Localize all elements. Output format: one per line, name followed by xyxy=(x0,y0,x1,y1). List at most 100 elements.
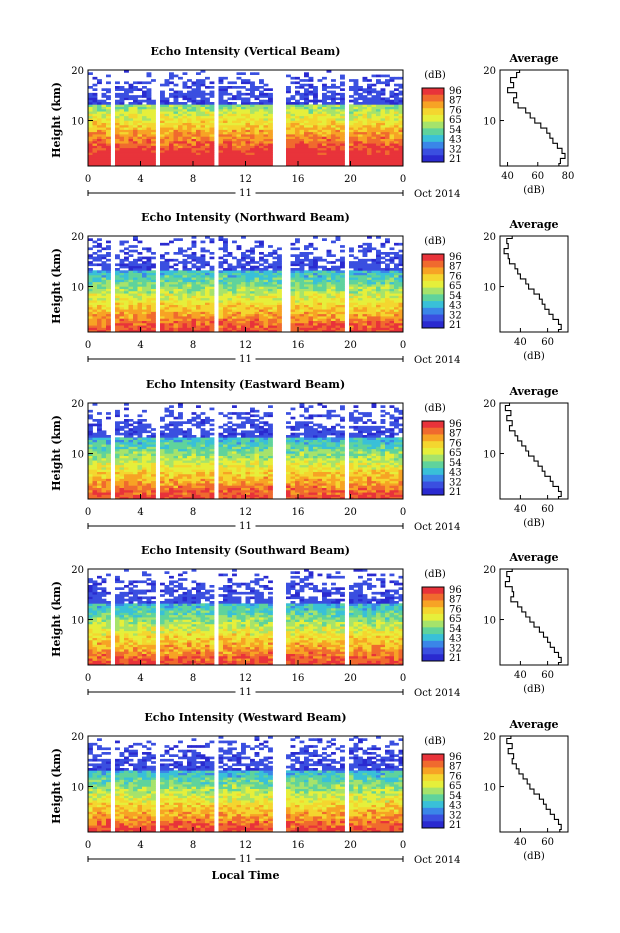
colorbar-swatch xyxy=(422,288,444,295)
heatmap-cell xyxy=(219,141,224,144)
heatmap-cell xyxy=(147,474,152,477)
heatmap-cell xyxy=(210,291,215,294)
heatmap-cell xyxy=(318,157,323,160)
heatmap-cell xyxy=(309,279,314,282)
heatmap-cell xyxy=(354,86,359,89)
heatmap-cell xyxy=(349,286,354,289)
heatmap-cell xyxy=(331,150,336,153)
heatmap-cell xyxy=(205,318,210,321)
heatmap-cell xyxy=(250,72,255,75)
heatmap-cell xyxy=(120,152,125,155)
heatmap-cell xyxy=(138,136,143,139)
heatmap-cell xyxy=(340,307,345,310)
heatmap-cell xyxy=(255,245,260,248)
heatmap-cell xyxy=(187,286,192,289)
heatmap-cell xyxy=(88,318,93,321)
heatmap-cell xyxy=(232,241,237,244)
heatmap-cell xyxy=(97,118,102,121)
heatmap-cell xyxy=(363,252,368,255)
heatmap-cell xyxy=(363,284,368,287)
heatmap-cell xyxy=(192,270,197,273)
heatmap-cell xyxy=(381,81,386,84)
heatmap-cell xyxy=(93,134,98,137)
heatmap-cell xyxy=(363,77,368,80)
heatmap-cell xyxy=(205,279,210,282)
heatmap-cell xyxy=(385,291,390,294)
heatmap-cell xyxy=(174,136,179,139)
heatmap-cell xyxy=(309,259,314,262)
heatmap-cell xyxy=(300,152,305,155)
heatmap-cell xyxy=(97,152,102,155)
heatmap-cell xyxy=(291,152,296,155)
heatmap-cell xyxy=(169,437,174,440)
heatmap-cell xyxy=(187,120,192,123)
heatmap-cell xyxy=(336,295,341,298)
heatmap-cell xyxy=(331,295,336,298)
heatmap-cell xyxy=(106,291,111,294)
heatmap-cell xyxy=(259,145,264,148)
heatmap-cell xyxy=(363,254,368,257)
heatmap-cell xyxy=(246,261,251,264)
heatmap-cell xyxy=(394,279,399,282)
heatmap-cell xyxy=(291,243,296,246)
heatmap-cell xyxy=(138,451,143,454)
heatmap-cell xyxy=(322,102,327,105)
heatmap-cell xyxy=(241,263,246,266)
heatmap-cell xyxy=(124,88,129,91)
heatmap-cell xyxy=(106,446,111,449)
heatmap-cell xyxy=(354,152,359,155)
heatmap-cell xyxy=(147,263,152,266)
heatmap-cell xyxy=(336,97,341,100)
heatmap-cell xyxy=(358,245,363,248)
heatmap-cell xyxy=(300,145,305,148)
heatmap-cell xyxy=(390,109,395,112)
heatmap-cell xyxy=(93,316,98,319)
heatmap-cell xyxy=(106,95,111,98)
heatmap-cell xyxy=(142,300,147,303)
heatmap-cell xyxy=(88,261,93,264)
heatmap-cell xyxy=(115,102,120,105)
heatmap-cell xyxy=(165,79,170,82)
heatmap-cell xyxy=(295,284,300,287)
heatmap-cell xyxy=(264,295,269,298)
heatmap-cell xyxy=(246,109,251,112)
heatmap-cell xyxy=(223,136,228,139)
heatmap-cell xyxy=(169,316,174,319)
heatmap-cell xyxy=(381,136,386,139)
heatmap-cell xyxy=(88,446,93,449)
heatmap-cell xyxy=(205,263,210,266)
heatmap-cell xyxy=(178,104,183,107)
heatmap-cell xyxy=(268,150,273,153)
heatmap-cell xyxy=(318,279,323,282)
heatmap-cell xyxy=(169,494,174,497)
heatmap-cell xyxy=(183,316,188,319)
heatmap-cell xyxy=(336,120,341,123)
heatmap-cell xyxy=(169,266,174,269)
heatmap-cell xyxy=(165,295,170,298)
heatmap-cell xyxy=(201,129,206,132)
heatmap-cell xyxy=(142,307,147,310)
heatmap-cell xyxy=(259,113,264,116)
heatmap-cell xyxy=(210,307,215,310)
heatmap-cell xyxy=(102,300,107,303)
heatmap-cell xyxy=(376,254,381,257)
heatmap-cell xyxy=(106,259,111,262)
heatmap-cell xyxy=(264,157,269,160)
colorbar-swatch xyxy=(422,88,444,95)
heatmap-cell xyxy=(205,134,210,137)
heatmap-cell xyxy=(394,263,399,266)
heatmap-cell xyxy=(228,291,233,294)
heatmap-cell xyxy=(160,136,165,139)
heatmap-cell xyxy=(336,318,341,321)
heatmap-cell xyxy=(178,145,183,148)
heatmap-cell xyxy=(349,118,354,121)
heatmap-cell xyxy=(115,327,120,330)
heatmap-cell xyxy=(165,494,170,497)
heatmap-cell xyxy=(300,263,305,266)
heatmap-cell xyxy=(354,134,359,137)
heatmap-cell xyxy=(160,97,165,100)
heatmap-cell xyxy=(322,109,327,112)
heatmap-cell xyxy=(313,86,318,89)
heatmap-cell xyxy=(160,104,165,107)
heatmap-cell xyxy=(201,93,206,96)
